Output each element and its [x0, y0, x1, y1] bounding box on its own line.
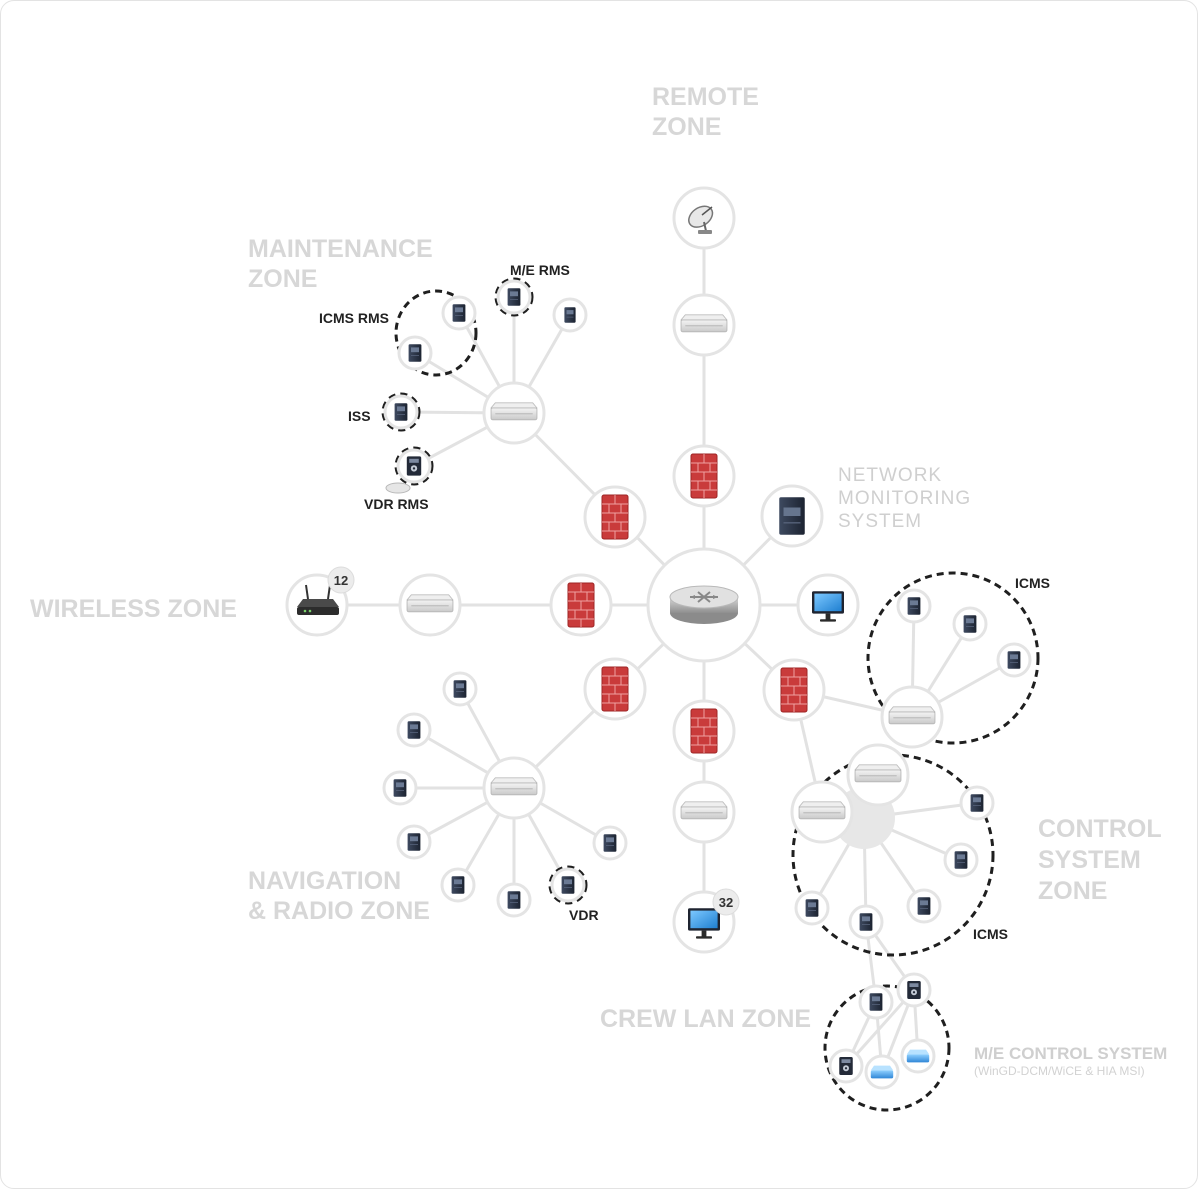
vdr-ring: [548, 865, 588, 905]
core-router[interactable]: [646, 547, 762, 663]
remote-switch[interactable]: [672, 293, 736, 357]
maintenance-servers[interactable]: [383, 279, 588, 494]
network-monitoring-title: NETWORK MONITORING SYSTEM: [838, 465, 977, 532]
vdr-rms-capsule-icon: [385, 482, 411, 494]
maintenance-switch[interactable]: [482, 381, 546, 445]
vdr-rms-label: VDR RMS: [364, 496, 429, 512]
icms-label-top: ICMS: [1015, 575, 1050, 591]
icms-switch-top[interactable]: [880, 685, 944, 749]
navigation-servers[interactable]: [382, 671, 628, 918]
iss-label: ISS: [348, 408, 371, 424]
wireless-router-icon: [297, 584, 339, 615]
navigation-switch[interactable]: [482, 756, 546, 820]
icms-rms-label: ICMS RMS: [319, 310, 389, 326]
remote-zone-title: REMOTE ZONE: [652, 83, 766, 141]
maintenance-zone-title: MAINTENANCE ZONE: [248, 235, 440, 293]
dashed-groups: [381, 277, 1040, 1112]
satellite-node[interactable]: [672, 186, 736, 250]
control-zone-title: CONTROL SYSTEM ZONE: [1038, 815, 1168, 905]
core-monitor[interactable]: [796, 573, 860, 637]
network-monitoring-server[interactable]: [760, 484, 824, 548]
wireless-count-text: 12: [334, 573, 348, 588]
icms-label-control: ICMS: [973, 926, 1008, 942]
crew-lan-zone-title: CREW LAN ZONE: [600, 1005, 811, 1033]
control-firewall[interactable]: [762, 658, 826, 722]
router-icon: [669, 585, 739, 624]
wireless-switch[interactable]: [398, 573, 462, 637]
iss-ring: [381, 392, 421, 432]
satellite-dish-icon: [688, 205, 714, 234]
vdr-rms-ring: [394, 446, 434, 486]
me-control-subtitle: (WinGD-DCM/WiCE & HIA MSI): [974, 1064, 1145, 1078]
icms-servers-top[interactable]: [896, 588, 1032, 678]
remote-firewall[interactable]: [672, 444, 736, 508]
me-rms-label: M/E RMS: [510, 262, 570, 278]
icms-rms-group: [394, 289, 478, 377]
maintenance-firewall[interactable]: [583, 485, 647, 549]
icms-group-top: [866, 571, 1040, 745]
me-rms-ring: [494, 277, 534, 317]
wireless-firewall[interactable]: [549, 573, 613, 637]
me-control-devices[interactable]: [828, 972, 936, 1090]
control-switch-b[interactable]: [846, 743, 910, 807]
navigation-firewall[interactable]: [583, 657, 647, 721]
wireless-zone-title: WIRELESS ZONE: [30, 595, 237, 623]
wireless-count-badge: [327, 566, 355, 594]
crew-count-badge: [712, 888, 740, 916]
me-control-group: [823, 984, 951, 1112]
control-servers[interactable]: [794, 785, 995, 940]
vdr-label: VDR: [569, 907, 599, 923]
crew-switch[interactable]: [672, 780, 736, 844]
crew-firewall[interactable]: [672, 699, 736, 763]
navigation-zone-title: NAVIGATION & RADIO ZONE: [248, 867, 430, 925]
control-switch-a[interactable]: [790, 780, 854, 844]
crew-count-text: 32: [719, 895, 733, 910]
me-control-title: M/E CONTROL SYSTEM: [974, 1044, 1167, 1063]
